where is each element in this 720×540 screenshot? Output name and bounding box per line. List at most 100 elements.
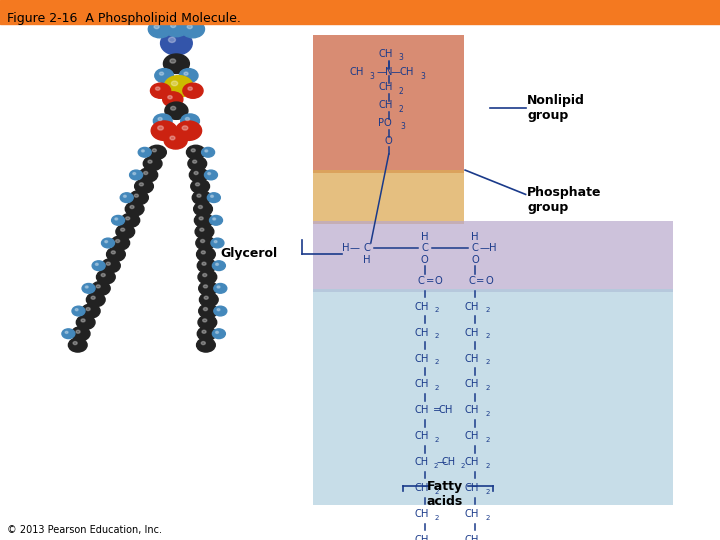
Text: CH: CH bbox=[378, 83, 392, 92]
Text: CH: CH bbox=[464, 380, 479, 389]
Circle shape bbox=[86, 293, 105, 307]
Circle shape bbox=[76, 330, 80, 333]
Circle shape bbox=[186, 145, 205, 159]
Circle shape bbox=[202, 251, 205, 254]
Circle shape bbox=[133, 172, 135, 174]
Text: CH: CH bbox=[414, 406, 428, 415]
Circle shape bbox=[202, 341, 205, 345]
Circle shape bbox=[140, 183, 143, 186]
Circle shape bbox=[143, 172, 148, 174]
Circle shape bbox=[160, 72, 163, 75]
Circle shape bbox=[156, 87, 160, 90]
Circle shape bbox=[197, 259, 216, 273]
Circle shape bbox=[198, 315, 217, 329]
Circle shape bbox=[165, 102, 188, 119]
Circle shape bbox=[161, 31, 192, 55]
Circle shape bbox=[199, 304, 217, 318]
Circle shape bbox=[91, 281, 110, 295]
Circle shape bbox=[130, 170, 143, 180]
Text: 3: 3 bbox=[399, 53, 403, 62]
Text: =: = bbox=[433, 406, 441, 415]
Text: CH: CH bbox=[414, 380, 428, 389]
Circle shape bbox=[171, 106, 176, 110]
Circle shape bbox=[81, 304, 100, 318]
Circle shape bbox=[102, 259, 120, 273]
Circle shape bbox=[107, 262, 110, 265]
Circle shape bbox=[184, 72, 188, 75]
Text: N: N bbox=[385, 68, 392, 77]
Text: 2: 2 bbox=[435, 333, 439, 340]
Circle shape bbox=[199, 217, 203, 220]
Circle shape bbox=[139, 168, 158, 182]
Text: CH: CH bbox=[464, 457, 479, 467]
Text: —: — bbox=[377, 68, 387, 77]
Circle shape bbox=[92, 261, 105, 271]
Circle shape bbox=[171, 24, 176, 28]
Circle shape bbox=[125, 202, 144, 216]
Circle shape bbox=[192, 191, 211, 205]
Text: CH: CH bbox=[464, 328, 479, 338]
Circle shape bbox=[72, 306, 85, 316]
Circle shape bbox=[73, 341, 77, 345]
Text: Nonlipid
group: Nonlipid group bbox=[527, 94, 585, 122]
Circle shape bbox=[62, 329, 75, 339]
Text: © 2013 Pearson Education, Inc.: © 2013 Pearson Education, Inc. bbox=[7, 525, 162, 535]
Text: CH: CH bbox=[414, 457, 428, 467]
Text: 3: 3 bbox=[401, 123, 405, 131]
Circle shape bbox=[112, 215, 125, 225]
Text: =: = bbox=[426, 276, 434, 286]
Text: CH: CH bbox=[464, 406, 479, 415]
Circle shape bbox=[150, 83, 171, 98]
Circle shape bbox=[91, 296, 95, 299]
Circle shape bbox=[75, 308, 78, 310]
Text: C: C bbox=[418, 276, 425, 286]
Text: C: C bbox=[421, 244, 428, 253]
Circle shape bbox=[197, 327, 216, 341]
Text: 2: 2 bbox=[435, 307, 439, 314]
Circle shape bbox=[143, 157, 162, 171]
Circle shape bbox=[134, 194, 138, 197]
Circle shape bbox=[86, 286, 88, 288]
Text: 2: 2 bbox=[435, 515, 439, 521]
Text: C: C bbox=[364, 244, 371, 253]
Circle shape bbox=[202, 147, 215, 157]
Circle shape bbox=[102, 238, 114, 248]
Circle shape bbox=[194, 202, 212, 216]
Circle shape bbox=[135, 179, 153, 193]
Text: CH: CH bbox=[414, 483, 428, 493]
Text: CH: CH bbox=[378, 100, 392, 110]
Circle shape bbox=[204, 170, 217, 180]
Circle shape bbox=[195, 225, 214, 239]
Circle shape bbox=[214, 240, 217, 242]
Circle shape bbox=[176, 121, 202, 140]
Text: H: H bbox=[364, 255, 371, 265]
Text: —: — bbox=[436, 457, 446, 467]
Text: CH: CH bbox=[378, 49, 392, 59]
Text: CH: CH bbox=[441, 457, 456, 467]
Circle shape bbox=[81, 319, 85, 322]
Circle shape bbox=[212, 329, 225, 339]
Circle shape bbox=[68, 338, 87, 352]
Circle shape bbox=[101, 273, 105, 276]
Text: CH: CH bbox=[349, 68, 364, 77]
Circle shape bbox=[158, 117, 162, 120]
Text: Figure 2-16  A Phospholipid Molecule.: Figure 2-16 A Phospholipid Molecule. bbox=[7, 12, 241, 25]
Text: 3: 3 bbox=[420, 72, 425, 80]
Circle shape bbox=[214, 306, 227, 316]
Circle shape bbox=[196, 183, 199, 186]
Circle shape bbox=[186, 117, 189, 120]
Circle shape bbox=[200, 240, 204, 242]
Circle shape bbox=[207, 193, 220, 202]
Text: CH: CH bbox=[414, 509, 428, 519]
Circle shape bbox=[181, 21, 204, 38]
Circle shape bbox=[115, 218, 117, 220]
Circle shape bbox=[193, 160, 197, 163]
Text: C: C bbox=[468, 276, 475, 286]
Text: CH: CH bbox=[438, 406, 453, 415]
Circle shape bbox=[65, 331, 68, 333]
Circle shape bbox=[196, 236, 215, 250]
Circle shape bbox=[155, 69, 174, 83]
Text: 2: 2 bbox=[435, 489, 439, 495]
Circle shape bbox=[148, 21, 171, 38]
Circle shape bbox=[120, 193, 133, 202]
